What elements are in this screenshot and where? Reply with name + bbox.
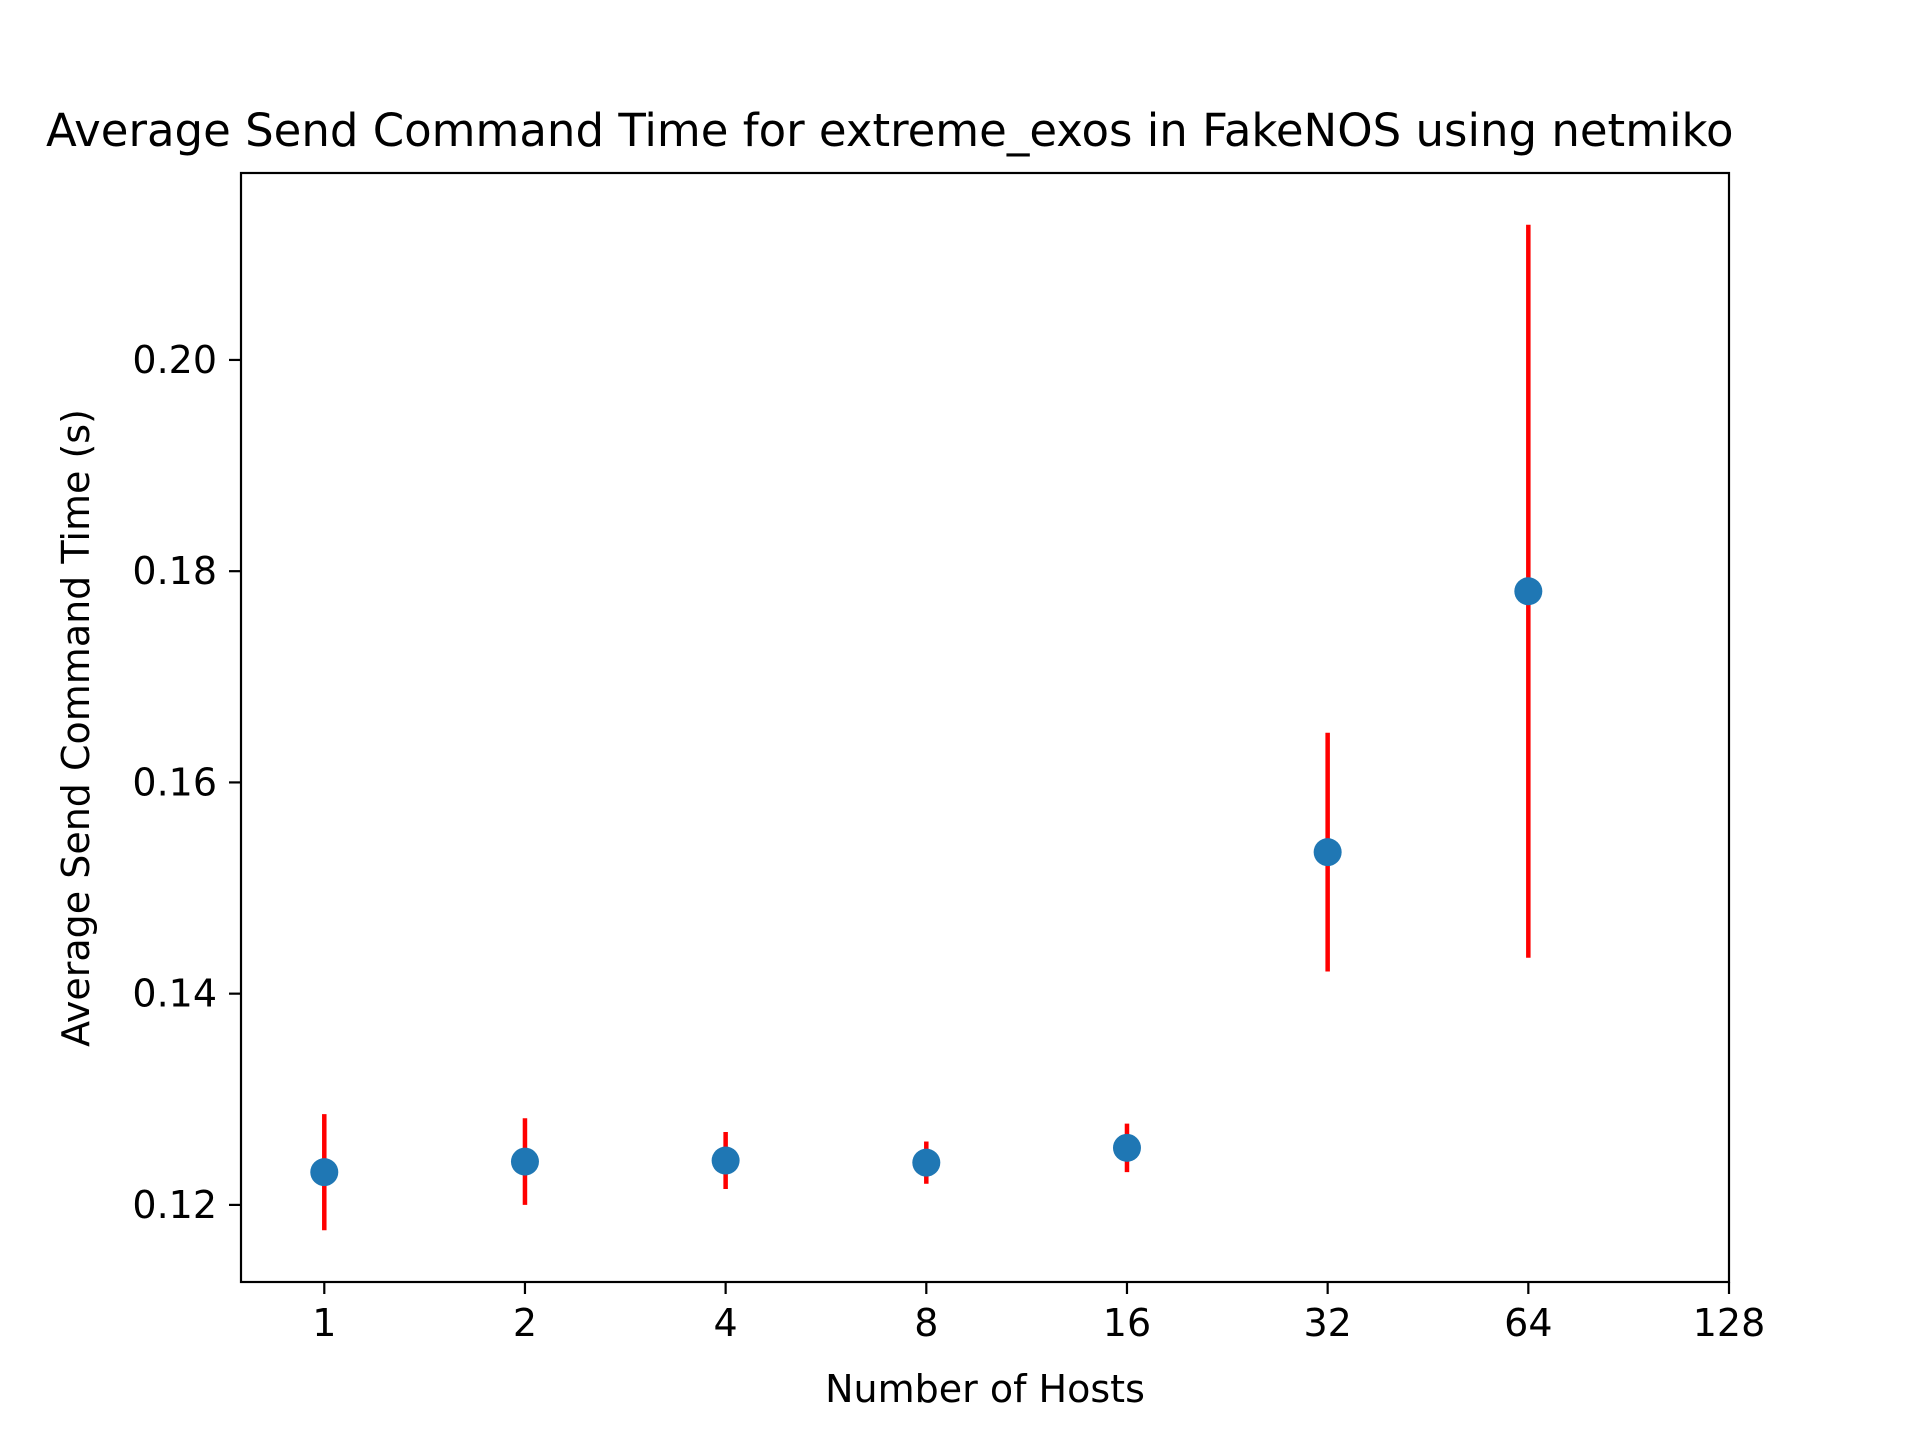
data-point xyxy=(912,1148,941,1177)
x-axis: 1 2 4 8 16 32 64 128 xyxy=(312,1282,1765,1345)
x-tick-label: 1 xyxy=(312,1301,336,1345)
data-point xyxy=(510,1147,539,1176)
data-point xyxy=(310,1158,339,1187)
data-point xyxy=(1313,838,1342,867)
data-point xyxy=(711,1146,740,1175)
plot-area xyxy=(239,171,1731,1284)
x-tick-label: 8 xyxy=(914,1301,938,1345)
y-tick-label: 0.14 xyxy=(132,972,217,1016)
data-markers xyxy=(310,577,1543,1187)
y-tick-label: 0.12 xyxy=(132,1183,217,1227)
x-tick-label: 4 xyxy=(714,1301,738,1345)
y-tick-label: 0.20 xyxy=(132,338,217,382)
y-axis-label: Average Send Command Time (s) xyxy=(54,409,98,1047)
y-tick-label: 0.16 xyxy=(132,760,217,804)
y-axis: 0.12 0.14 0.16 0.18 0.20 xyxy=(132,338,241,1227)
x-tick-label: 128 xyxy=(1693,1301,1766,1345)
x-tick-label: 32 xyxy=(1303,1301,1351,1345)
x-axis-label: Number of Hosts xyxy=(825,1367,1145,1411)
x-tick-label: 64 xyxy=(1504,1301,1552,1345)
x-tick-label: 2 xyxy=(513,1301,537,1345)
y-tick-label: 0.18 xyxy=(132,549,217,593)
chart-title: Average Send Command Time for extreme_ex… xyxy=(46,104,1734,157)
x-tick-label: 16 xyxy=(1103,1301,1151,1345)
data-point xyxy=(1514,577,1543,606)
data-point xyxy=(1112,1133,1141,1162)
